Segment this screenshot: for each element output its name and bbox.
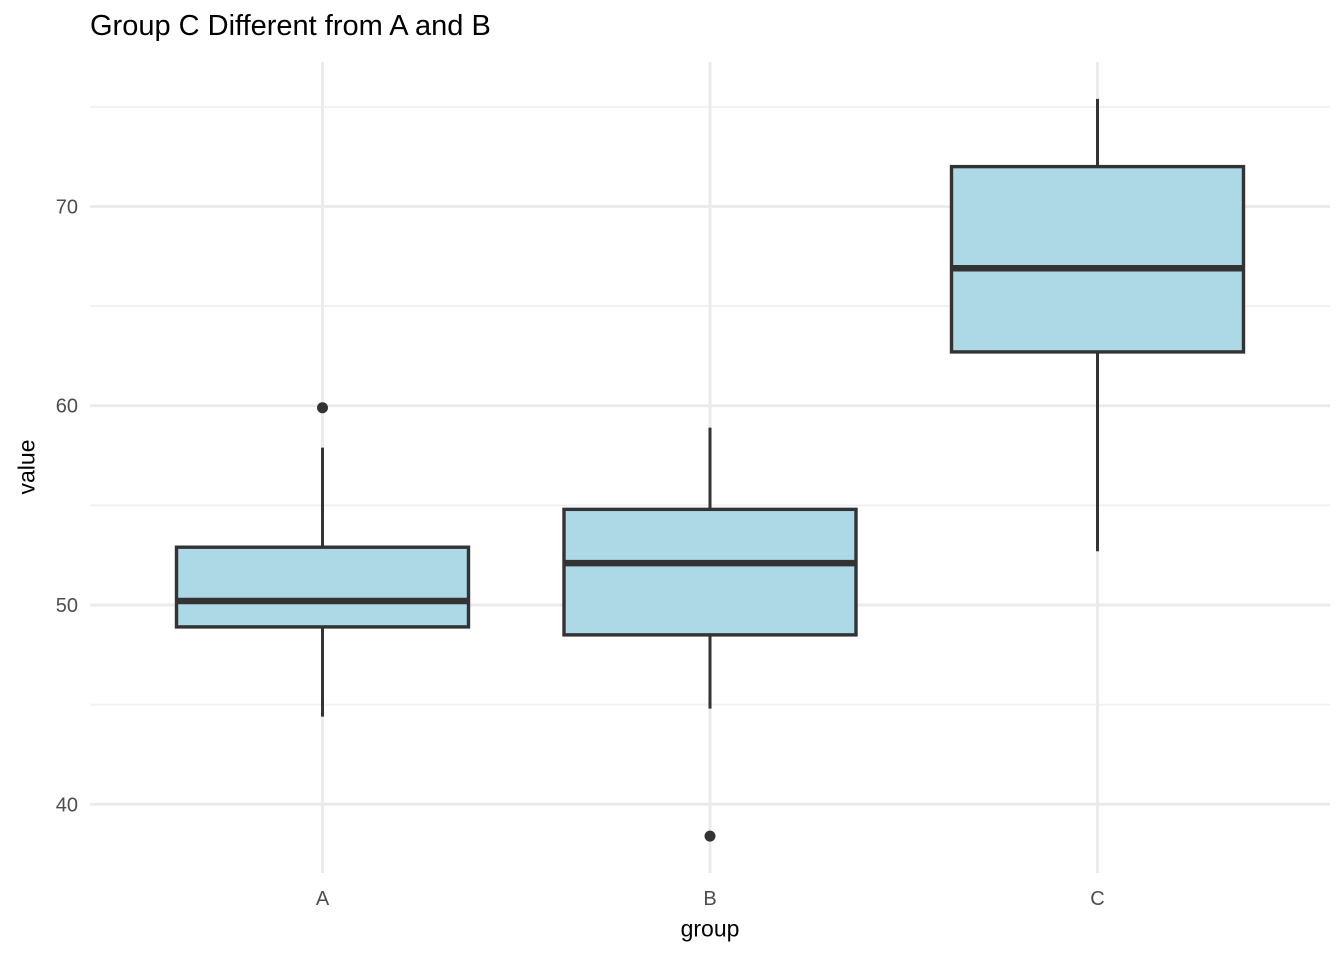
iqr-box-B xyxy=(562,507,858,637)
outlier-point-A-0 xyxy=(317,402,328,414)
chart-title: Group C Different from A and B xyxy=(90,10,491,42)
iqr-box-C xyxy=(949,164,1246,354)
boxplot-C xyxy=(949,98,1246,552)
y-tick-label-60: 60 xyxy=(56,396,78,418)
y-tick-label-70: 70 xyxy=(56,196,78,218)
y-tick-label-40: 40 xyxy=(56,794,78,816)
y-tick-label-50: 50 xyxy=(56,595,78,617)
x-tick-label-A: A xyxy=(316,888,330,910)
x-tick-label-C: C xyxy=(1090,888,1104,910)
boxplot-A xyxy=(174,402,471,717)
x-tick-label-B: B xyxy=(703,888,716,910)
boxplot-B xyxy=(562,427,858,842)
outlier-point-B-0 xyxy=(704,830,716,842)
x-axis-title: group xyxy=(680,915,740,942)
iqr-box-A xyxy=(174,545,471,629)
